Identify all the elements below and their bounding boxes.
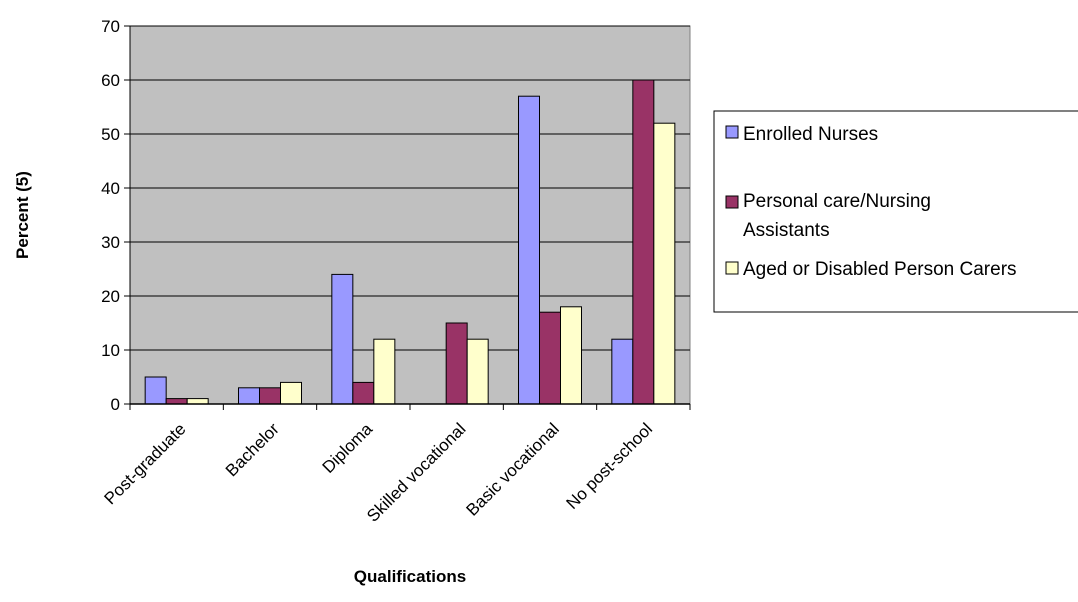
y-tick-label: 0 — [111, 395, 120, 414]
gridlines — [130, 25, 690, 351]
bar-personal-care — [632, 79, 655, 405]
legend-box — [713, 110, 1078, 313]
y-tick-labels: 0 10 20 30 40 50 60 70 — [101, 17, 120, 414]
bar-enrolled-nurses — [238, 387, 260, 405]
axes — [124, 25, 691, 410]
legend-label: Assistants — [743, 220, 830, 241]
y-tick-label: 10 — [101, 341, 120, 360]
y-axis-title: Percent (5) — [13, 171, 32, 259]
x-tick-label: Post-graduate — [101, 419, 190, 508]
bar-aged-disabled-carers — [186, 398, 209, 405]
legend: Enrolled Nurses Personal care/Nursing Assi… — [713, 110, 1078, 313]
x-tick-label: Bachelor — [222, 419, 283, 480]
x-tick-label: Skilled vocational — [363, 419, 469, 525]
y-tick-label: 70 — [101, 17, 120, 36]
x-tick-label: No post-school — [563, 419, 657, 513]
y-tick-label: 20 — [101, 287, 120, 306]
legend-label: Personal care/Nursing — [743, 191, 931, 212]
legend-swatch — [725, 125, 739, 139]
legend-label: Enrolled Nurses — [743, 124, 878, 145]
plot-area — [129, 25, 691, 405]
legend-label: Aged or Disabled Person Carers — [743, 259, 1017, 280]
bar-enrolled-nurses — [518, 95, 540, 405]
bar-personal-care — [539, 311, 561, 405]
bar-aged-disabled-carers — [373, 338, 396, 405]
bars — [144, 79, 676, 405]
bar-personal-care — [352, 381, 375, 405]
y-tick-label: 30 — [101, 233, 120, 252]
y-tick-label: 50 — [101, 125, 120, 144]
x-tick-label: Basic vocational — [463, 419, 563, 519]
bar-aged-disabled-carers — [653, 122, 676, 405]
bar-enrolled-nurses — [144, 376, 167, 405]
x-tick-label: Diploma — [319, 419, 377, 477]
bar-aged-disabled-carers — [280, 381, 302, 405]
bar-aged-disabled-carers — [560, 306, 582, 405]
bar-enrolled-nurses — [611, 338, 634, 405]
legend-swatch — [725, 261, 739, 275]
x-axis-title: Qualifications — [354, 567, 466, 586]
y-tick-label: 40 — [101, 179, 120, 198]
bar-enrolled-nurses — [331, 273, 354, 405]
bar-personal-care — [165, 398, 188, 405]
bar-aged-disabled-carers — [466, 338, 489, 405]
bar-personal-care — [259, 387, 281, 405]
bar-personal-care — [445, 322, 468, 405]
y-tick-label: 60 — [101, 71, 120, 90]
legend-swatch — [725, 195, 739, 209]
